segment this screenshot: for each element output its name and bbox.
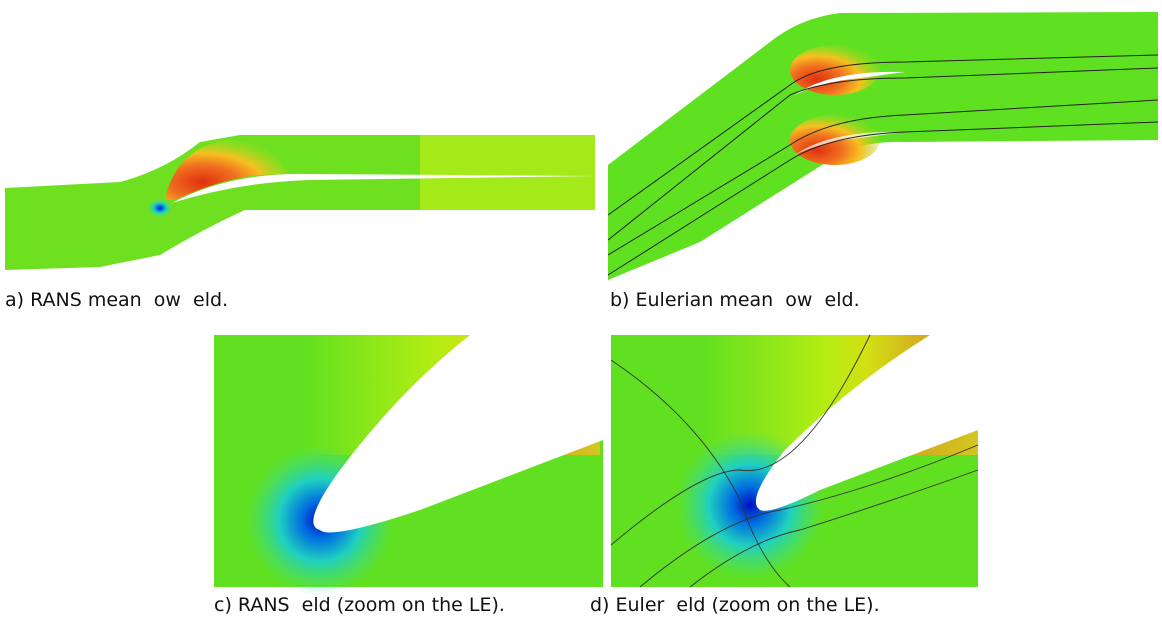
panel-d xyxy=(610,334,979,588)
panel-a xyxy=(5,135,595,270)
caption-a: a) RANS mean ow eld. xyxy=(5,289,228,311)
caption-c: c) RANS eld (zoom on the LE). xyxy=(214,594,505,616)
panel-b xyxy=(607,12,1159,280)
panel-c xyxy=(214,335,603,595)
caption-b: b) Eulerian mean ow eld. xyxy=(610,289,860,311)
caption-d: d) Euler eld (zoom on the LE). xyxy=(590,594,880,616)
